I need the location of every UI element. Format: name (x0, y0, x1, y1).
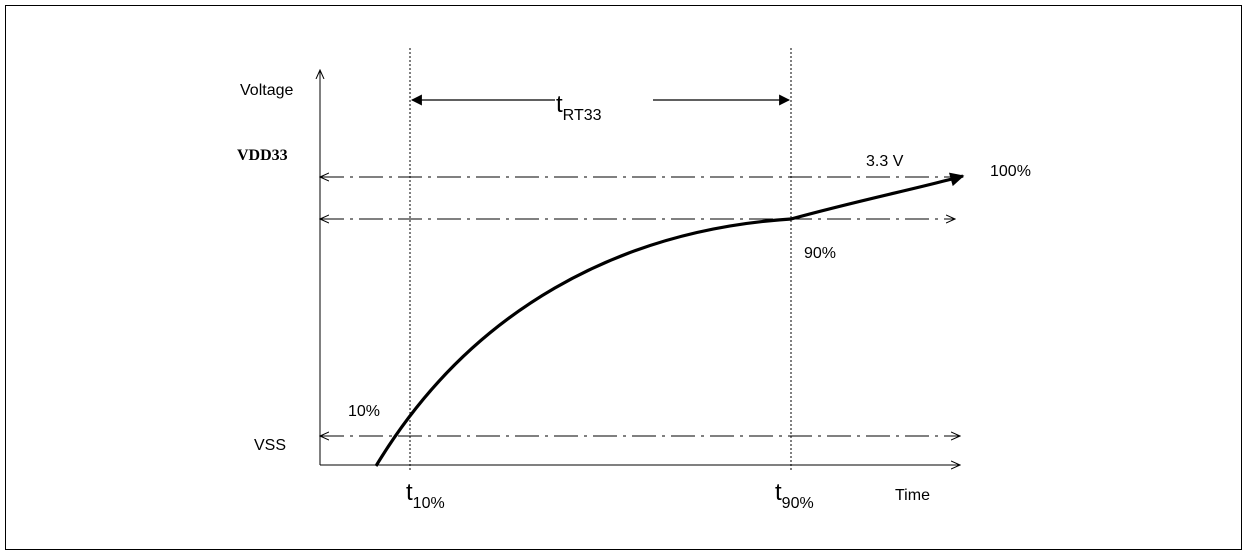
t10-label: t10% (406, 479, 445, 512)
y-axis-label: Voltage (240, 82, 293, 99)
pct-10-label: 10% (348, 403, 380, 420)
rise-time-label: tRT33 (556, 91, 602, 124)
diagram-frame (5, 5, 1242, 550)
pct-90-label: 90% (804, 245, 836, 262)
voltage-value-label: 3.3 V (866, 153, 904, 170)
t90-label: t90% (775, 479, 814, 512)
pct-100-label: 100% (990, 163, 1031, 180)
vss-label: VSS (254, 437, 286, 454)
vdd-label: VDD33 (237, 147, 288, 164)
x-axis-label: Time (895, 487, 930, 504)
voltage-rise-curve (374, 172, 965, 467)
